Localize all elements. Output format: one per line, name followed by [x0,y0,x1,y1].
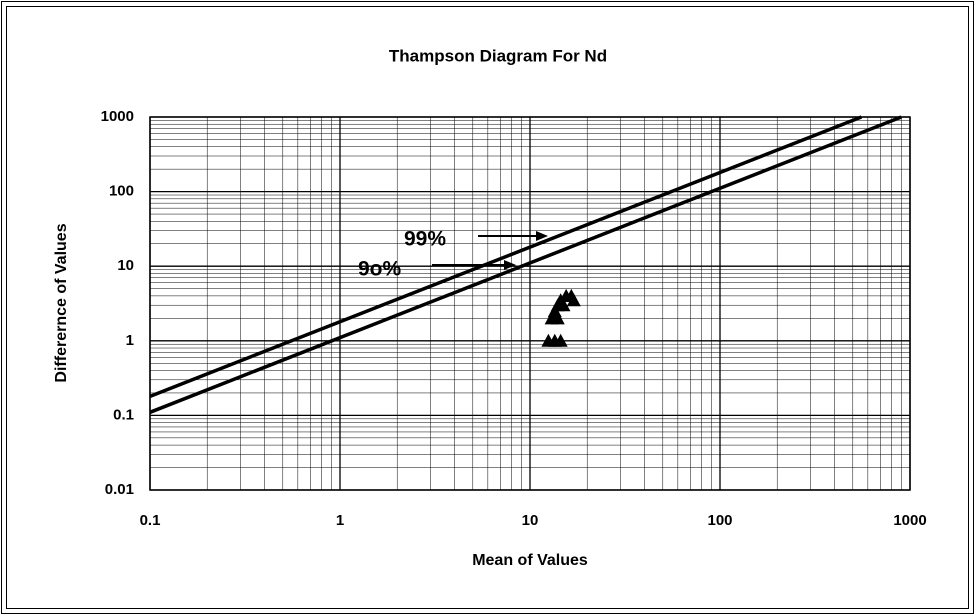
arrow-head [536,231,548,241]
annotation: 99% [404,228,446,251]
x-tick-label: 1000 [893,512,926,529]
y-tick-label: 1000 [101,108,134,125]
y-tick-label: 0.1 [113,406,134,423]
y-tick-label: 100 [109,183,134,200]
x-tick-label: 0.1 [140,512,161,529]
y-tick-label: 10 [117,257,134,274]
y-axis-label: Differernce of Values [53,223,70,382]
arrow-head [504,260,516,270]
series-line [149,115,863,398]
x-tick-label: 100 [707,512,732,529]
annotations: 99% 9o% [358,228,548,281]
x-axis-label: Mean of Values [472,552,588,569]
y-tick-label: 1 [126,332,134,349]
y-tick-label: 0.01 [105,481,134,498]
x-tick-label: 10 [522,512,539,529]
series-line [149,115,902,414]
x-tick-label: 1 [336,512,344,529]
triangle-marker [553,333,568,347]
plot-area: 0.1 1 10 100 1000 0.01 0.1 1 10 100 1000 [101,108,927,529]
triangle-marker [550,311,565,325]
inner-frame [6,6,969,609]
triangle-marker [566,293,581,307]
annotation: 9o% [358,258,402,281]
plot-border [149,116,911,491]
chart-title: Thampson Diagram For Nd [389,46,607,65]
